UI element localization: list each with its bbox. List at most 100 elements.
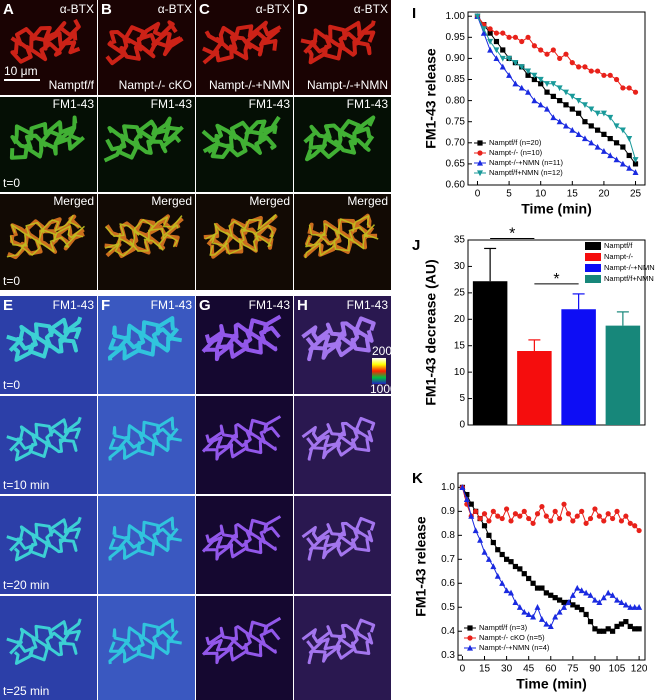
bar bbox=[517, 351, 552, 425]
marker bbox=[481, 511, 488, 517]
legend-label: Nampt-/- cKO (n=5) bbox=[479, 633, 545, 642]
marker bbox=[503, 506, 510, 512]
marker bbox=[582, 64, 588, 70]
structure bbox=[108, 416, 182, 461]
marker bbox=[581, 102, 588, 109]
stain-label: FM1-43 bbox=[151, 298, 193, 312]
marker bbox=[480, 26, 487, 33]
x-tick-label: 10 bbox=[535, 189, 547, 200]
marker bbox=[493, 38, 500, 45]
marker bbox=[477, 515, 483, 522]
structure bbox=[108, 618, 182, 665]
marker bbox=[582, 119, 588, 125]
x-tick-label: 5 bbox=[506, 189, 512, 200]
marker bbox=[594, 127, 601, 133]
marker bbox=[570, 518, 576, 524]
image-panel bbox=[294, 97, 391, 192]
stain-label: FM1-43 bbox=[347, 298, 389, 312]
legend-marker bbox=[477, 170, 483, 177]
image-panel bbox=[294, 496, 391, 594]
marker bbox=[539, 503, 545, 510]
marker bbox=[601, 72, 607, 78]
marker bbox=[614, 508, 620, 514]
marker bbox=[613, 76, 620, 83]
marker bbox=[636, 604, 643, 610]
marker bbox=[512, 80, 519, 87]
y-tick-label: 35 bbox=[454, 235, 466, 246]
marker bbox=[512, 511, 519, 517]
colorbar-label: 1000 bbox=[370, 382, 397, 396]
marker bbox=[613, 156, 620, 163]
structure bbox=[108, 516, 182, 561]
marker bbox=[512, 599, 519, 606]
stain-label: α-BTX bbox=[158, 2, 192, 16]
scale-label: 10 μm bbox=[4, 64, 38, 78]
marker bbox=[506, 72, 513, 78]
marker bbox=[632, 169, 639, 175]
x-tick-label: 30 bbox=[501, 664, 513, 675]
image-panel bbox=[98, 396, 195, 494]
marker bbox=[550, 114, 557, 121]
legend-marker bbox=[477, 150, 483, 156]
marker bbox=[557, 98, 563, 104]
marker bbox=[583, 520, 589, 526]
legend-label: Nampt-/-+NMN (n=4) bbox=[479, 643, 550, 652]
marker bbox=[619, 127, 626, 134]
structure bbox=[201, 115, 281, 159]
image-panel bbox=[98, 496, 195, 594]
marker bbox=[531, 76, 537, 83]
marker bbox=[631, 604, 638, 610]
bar bbox=[472, 281, 508, 425]
marker bbox=[530, 580, 536, 586]
marker bbox=[583, 611, 589, 618]
panel-letter: C bbox=[199, 1, 210, 18]
structure bbox=[6, 416, 82, 462]
marker bbox=[495, 547, 501, 553]
x-tick-label: 90 bbox=[589, 664, 601, 675]
bar bbox=[605, 325, 641, 425]
structure bbox=[201, 616, 282, 665]
marker bbox=[503, 587, 510, 594]
marker bbox=[636, 527, 642, 534]
marker bbox=[563, 102, 569, 108]
marker bbox=[508, 559, 514, 565]
marker bbox=[500, 47, 506, 53]
marker bbox=[538, 47, 544, 53]
marker bbox=[503, 556, 510, 562]
significance-star: * bbox=[509, 226, 515, 243]
genotype-label: Namptf/f bbox=[49, 78, 95, 92]
y-tick-label: 0.65 bbox=[446, 159, 466, 170]
marker bbox=[550, 81, 557, 87]
marker bbox=[588, 68, 594, 74]
marker bbox=[623, 619, 629, 625]
panel-letter: J bbox=[412, 237, 420, 254]
marker bbox=[613, 123, 620, 130]
y-tick-label: 15 bbox=[454, 340, 466, 351]
legend-label: Namptf/f+NMN (n=12) bbox=[489, 168, 563, 177]
marker bbox=[579, 508, 585, 514]
marker bbox=[521, 571, 527, 577]
image-panel bbox=[98, 97, 195, 192]
marker bbox=[569, 592, 576, 598]
marker bbox=[623, 513, 629, 519]
structure bbox=[6, 516, 82, 562]
marker bbox=[512, 34, 519, 40]
image-panel bbox=[294, 194, 391, 290]
y-tick-label: 0.8 bbox=[441, 530, 455, 541]
y-tick-label: 0.80 bbox=[446, 95, 466, 106]
marker bbox=[619, 160, 626, 167]
legend-swatch bbox=[585, 242, 601, 250]
marker bbox=[487, 38, 494, 45]
marker bbox=[605, 626, 611, 632]
legend-marker bbox=[477, 159, 483, 166]
marker bbox=[601, 518, 607, 524]
marker bbox=[581, 135, 588, 142]
marker bbox=[526, 515, 532, 522]
panel-letter: A bbox=[3, 1, 14, 18]
marker bbox=[534, 585, 541, 591]
structure bbox=[107, 316, 183, 361]
marker bbox=[543, 590, 549, 596]
marker bbox=[587, 515, 594, 522]
time-label: t=0 bbox=[3, 378, 20, 392]
